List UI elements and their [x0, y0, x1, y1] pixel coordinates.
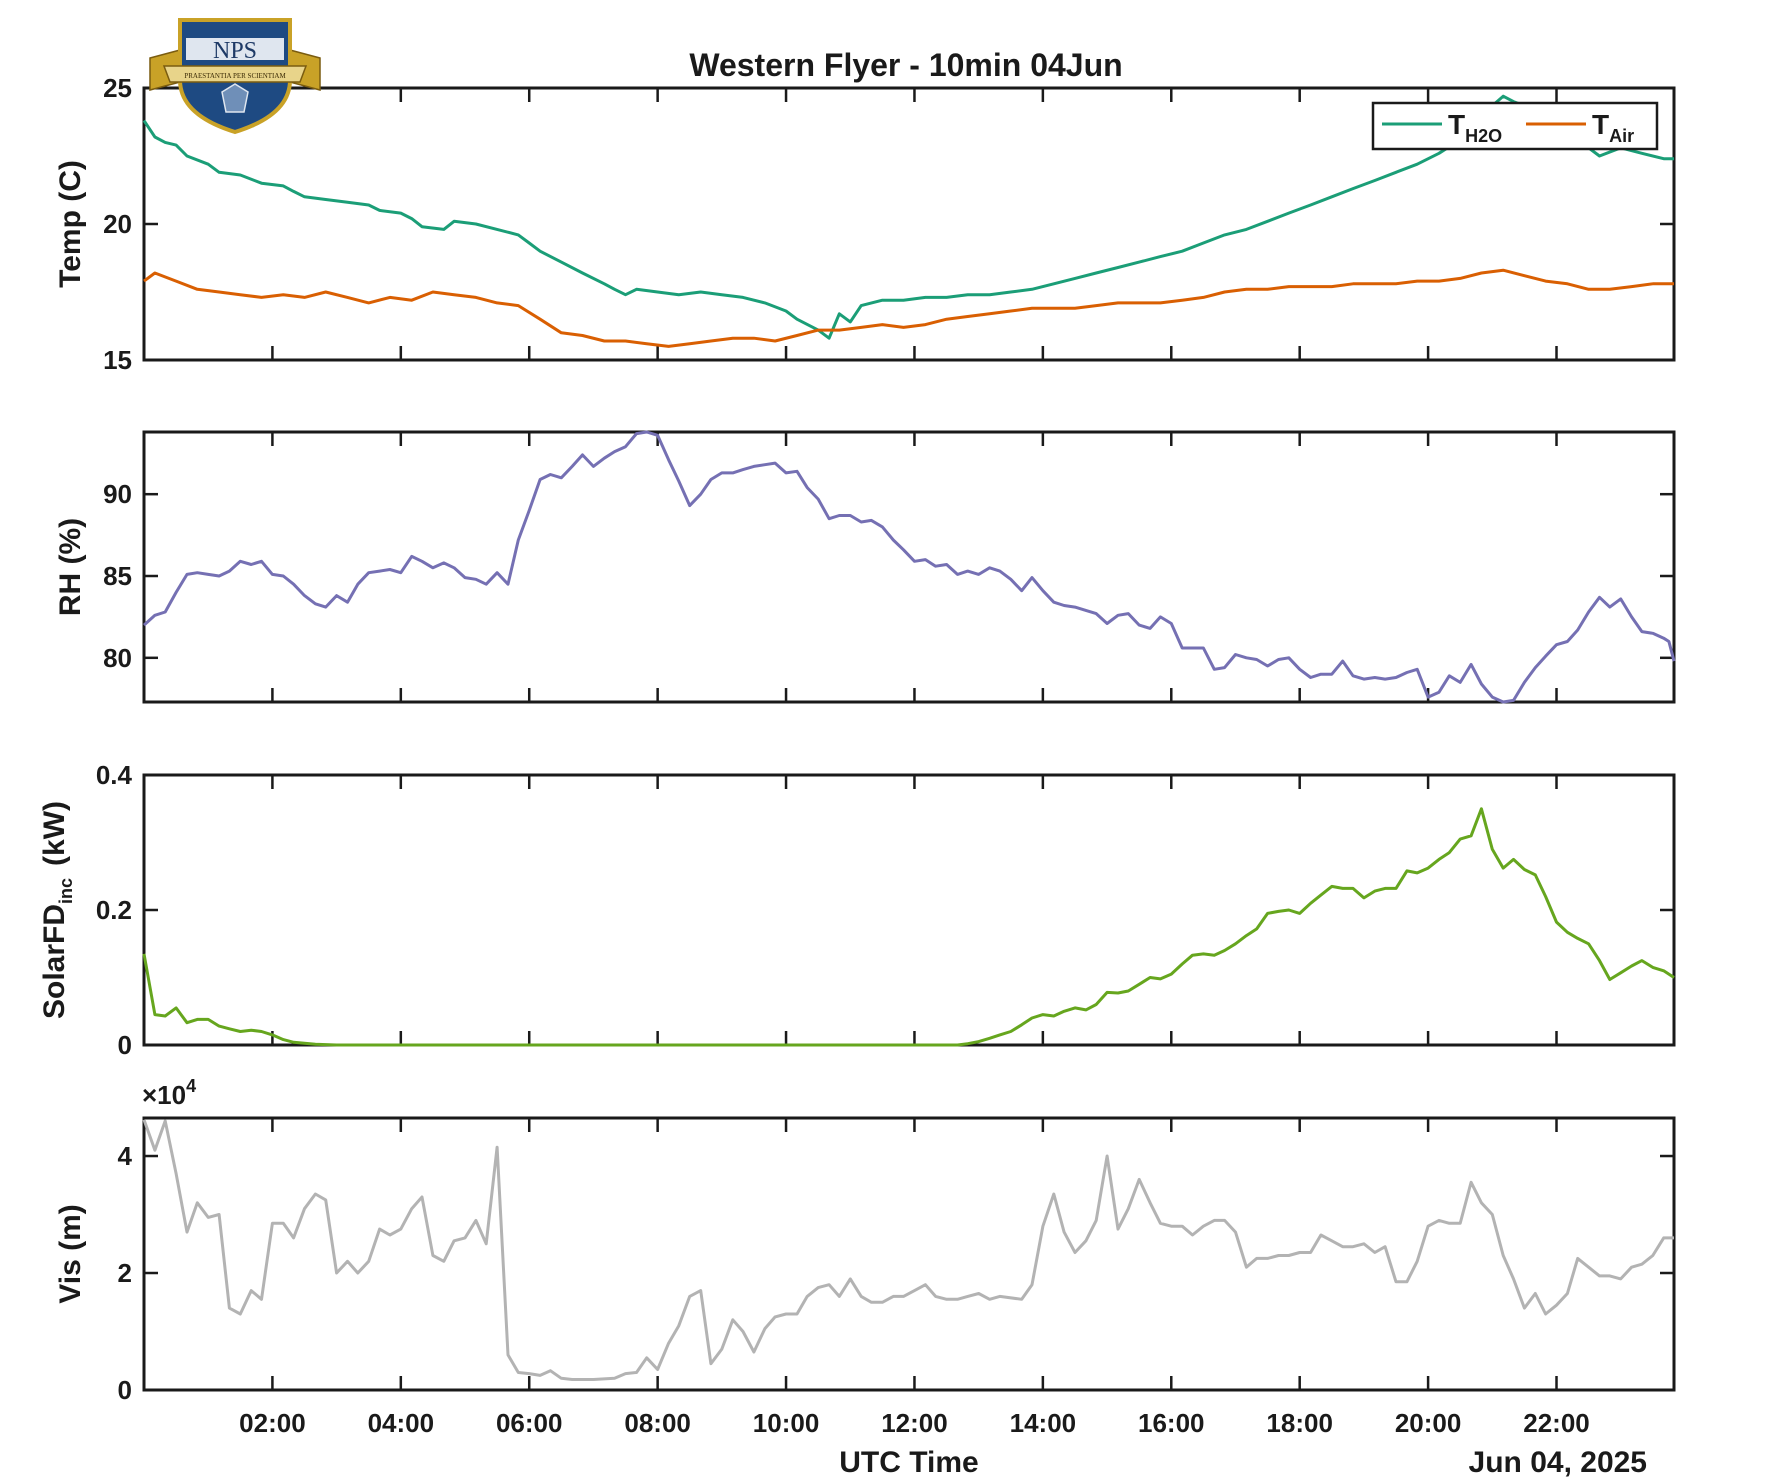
series-line-rh: [142, 430, 1676, 704]
series-line-solar: [142, 807, 1675, 1047]
temp-legend: TH2O TAir: [1371, 101, 1659, 151]
solar-axes-box: [142, 773, 1676, 1047]
legend-box: [1371, 101, 1659, 151]
y-tick-label: 15: [103, 345, 132, 375]
x-tick-label: 16:00: [1138, 1408, 1205, 1438]
x-tick-label: 04:00: [368, 1408, 435, 1438]
y-tick-label: 0.2: [96, 895, 132, 925]
panel-vis: 02:00 04:00 06:00 08:00 10:00 12:00 14:00 16:00…: [54, 1076, 1676, 1438]
vis-axes-box: [142, 1116, 1676, 1392]
legend-entry-th2o: TH2O: [1448, 109, 1502, 146]
y-tick-label: 85: [103, 561, 132, 591]
vis-ticks: 02:00 04:00 06:00 08:00 10:00 12:00 14:00 16:00…: [118, 1118, 1674, 1438]
vis-ylabel: Vis (m): [54, 1204, 87, 1303]
rh-axes-box: [142, 430, 1676, 704]
solar-ylabel: SolarFDinc(kW): [38, 801, 76, 1019]
legend-entry-tair: TAir: [1592, 109, 1634, 146]
temp-ylabel: Temp (C): [54, 160, 87, 288]
logo-scroll: [162, 65, 308, 83]
x-tick-label: 08:00: [624, 1408, 691, 1438]
rh-ticks: 80 85 90: [103, 432, 1674, 702]
logo-motto: PRAESTANTIA PER SCIENTIAM: [184, 72, 286, 80]
x-tick-label: 14:00: [1010, 1408, 1077, 1438]
x-tick-label: 10:00: [753, 1408, 820, 1438]
solar-ticks: 0 0.2 0.4: [96, 760, 1674, 1060]
y-tick-label: 0.4: [96, 760, 133, 790]
series-line-tair: [143, 268, 1674, 348]
temp-lines: [142, 94, 1674, 348]
panel-solar: 0 0.2 0.4 SolarFDinc(kW): [38, 760, 1676, 1060]
figure-title: Western Flyer - 10min 04Jun: [689, 47, 1122, 83]
logo-text: NPS: [213, 38, 257, 64]
x-tick-label: 12:00: [881, 1408, 948, 1438]
panel-rh: 80 85 90 RH (%): [54, 430, 1676, 704]
series-line-th2o: [142, 94, 1674, 340]
y-tick-label: 4: [118, 1141, 133, 1171]
x-tick-label: 22:00: [1523, 1408, 1590, 1438]
y-tick-label: 90: [103, 479, 132, 509]
y-tick-label: 80: [103, 643, 132, 673]
x-axis-label: UTC Time: [839, 1446, 978, 1477]
y-tick-label: 0: [118, 1375, 132, 1405]
date-label: Jun 04, 2025: [1469, 1446, 1647, 1477]
vis-exponent-label: ×104: [142, 1076, 196, 1110]
y-tick-label: 2: [118, 1258, 132, 1288]
x-tick-label: 02:00: [239, 1408, 306, 1438]
rh-lines: [142, 430, 1676, 704]
y-tick-label: 20: [103, 209, 132, 239]
solar-lines: [142, 807, 1675, 1047]
y-tick-label: 25: [103, 73, 132, 103]
temp-ticks: 15 20 25: [103, 73, 1674, 375]
x-tick-label: 18:00: [1266, 1408, 1333, 1438]
logo-emblem-icon: [221, 83, 249, 113]
x-tick-label: 20:00: [1395, 1408, 1462, 1438]
y-tick-label: 0: [118, 1030, 132, 1060]
rh-ylabel: RH (%): [54, 518, 87, 616]
vis-lines: [142, 1119, 1674, 1381]
series-line-vis: [142, 1119, 1674, 1381]
logo-band: [186, 38, 284, 60]
x-tick-label: 06:00: [496, 1408, 563, 1438]
nps-logo: NPS PRAESTANTIA PER SCIENTIAM: [149, 18, 321, 135]
